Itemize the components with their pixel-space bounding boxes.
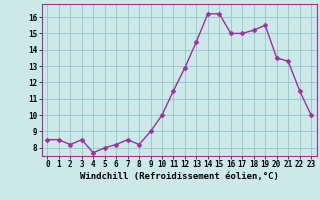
X-axis label: Windchill (Refroidissement éolien,°C): Windchill (Refroidissement éolien,°C) bbox=[80, 172, 279, 181]
